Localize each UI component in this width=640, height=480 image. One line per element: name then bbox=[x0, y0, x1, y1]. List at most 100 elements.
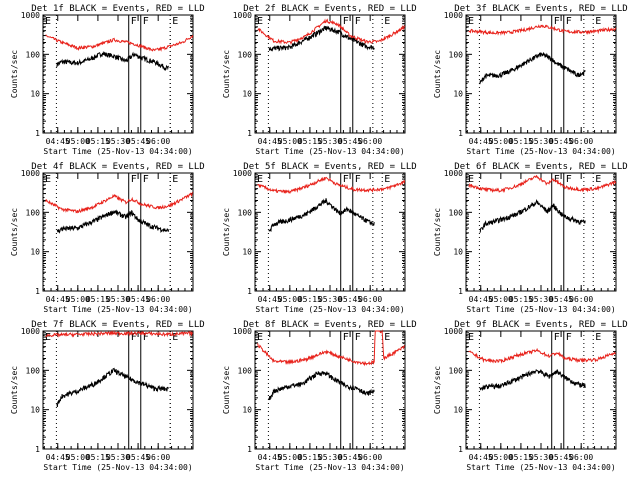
panel-3-ytick-label-1000: 1000 bbox=[444, 11, 463, 20]
panel-2-xtick-label-06:00: 06:00 bbox=[358, 137, 382, 146]
panel-3-xtick-label-05:15: 05:15 bbox=[509, 137, 533, 146]
panel-9-ytick-label-100: 100 bbox=[449, 366, 464, 375]
panel-9-xtick-label-05:15: 05:15 bbox=[509, 453, 533, 462]
panel-4-ylabel: Counts/sec bbox=[10, 208, 19, 256]
panel-9-ytick-label-1: 1 bbox=[458, 445, 463, 454]
panel-6-xtick-label-04:45: 04:45 bbox=[469, 295, 493, 304]
panel-3-marker-E-label-1: E bbox=[595, 16, 601, 27]
panel-4-xtick-label-05:45: 05:45 bbox=[126, 295, 150, 304]
panel-4-xtick-label-05:00: 05:00 bbox=[66, 295, 90, 304]
panel-8-marker-F-label-0: F bbox=[343, 332, 349, 343]
panel-3-ytick-label-10: 10 bbox=[453, 90, 463, 99]
panel-5-ytick-label-1: 1 bbox=[247, 287, 252, 296]
panel-3-ytick-label-100: 100 bbox=[449, 50, 464, 59]
panel-6-marker-F-label-0: F bbox=[554, 174, 560, 185]
panel-1-lld-line bbox=[45, 34, 194, 52]
panel-9-lld-line bbox=[468, 347, 616, 364]
panel-3-ytick-label-1: 1 bbox=[458, 129, 463, 138]
panel-8-xtick-label-05:15: 05:15 bbox=[298, 453, 322, 462]
panel-8-xtick-label-05:30: 05:30 bbox=[318, 453, 342, 462]
panel-4-xlabel: Start Time (25-Nov-13 04:34:00) bbox=[43, 305, 192, 314]
panel-1-xlabel: Start Time (25-Nov-13 04:34:00) bbox=[43, 147, 192, 156]
panel-3-xtick-label-06:00: 06:00 bbox=[569, 137, 593, 146]
panel-5-marker-F-label-0: F bbox=[343, 174, 349, 185]
panel-4-ytick-label-10: 10 bbox=[30, 248, 40, 257]
panel-7-xtick-label-05:45: 05:45 bbox=[126, 453, 150, 462]
panel-7-xtick-label-05:30: 05:30 bbox=[106, 453, 130, 462]
panel-9-xtick-label-05:00: 05:00 bbox=[489, 453, 513, 462]
panel-7-marker-F-label-1: F bbox=[143, 332, 149, 343]
panel-4-ytick-label-1000: 1000 bbox=[21, 169, 40, 178]
panel-2-xtick-label-04:45: 04:45 bbox=[258, 137, 282, 146]
panel-6-ytick-label-100: 100 bbox=[449, 208, 464, 217]
panel-4-xtick-label-04:45: 04:45 bbox=[46, 295, 70, 304]
panel-2-marker-F-label-1: F bbox=[355, 16, 361, 27]
panel-5-xtick-label-05:30: 05:30 bbox=[318, 295, 342, 304]
panel-7-ytick-label-10: 10 bbox=[30, 406, 40, 415]
panel-9-ylabel: Counts/sec bbox=[433, 366, 442, 414]
panel-4-lld-line bbox=[45, 191, 194, 214]
panel-6-marker-E-label-1: E bbox=[595, 174, 601, 185]
panel-3-ylabel: Counts/sec bbox=[433, 50, 442, 98]
panel-1-ytick-label-100: 100 bbox=[26, 50, 41, 59]
panel-6-xtick-label-05:15: 05:15 bbox=[509, 295, 533, 304]
panel-7-xtick-label-04:45: 04:45 bbox=[46, 453, 70, 462]
panel-7-ylabel: Counts/sec bbox=[10, 366, 19, 414]
panel-7-events-line bbox=[56, 367, 170, 407]
panel-2-xlabel: Start Time (25-Nov-13 04:34:00) bbox=[255, 147, 404, 156]
panel-7-marker-F-label-0: F bbox=[131, 332, 137, 343]
panel-9-xtick-label-05:30: 05:30 bbox=[529, 453, 553, 462]
panel-8-marker-E-label-1: E bbox=[384, 332, 390, 343]
panel-3-xlabel: Start Time (25-Nov-13 04:34:00) bbox=[466, 147, 615, 156]
panel-9-xtick-label-04:45: 04:45 bbox=[469, 453, 493, 462]
panel-6-xtick-label-05:30: 05:30 bbox=[529, 295, 553, 304]
panel-4-xtick-label-06:00: 06:00 bbox=[146, 295, 170, 304]
panel-7-ytick-label-100: 100 bbox=[26, 366, 41, 375]
panel-1-ytick-label-10: 10 bbox=[30, 90, 40, 99]
panel-1-xtick-label-05:15: 05:15 bbox=[86, 137, 110, 146]
panel-6-events-line bbox=[479, 198, 586, 233]
panel-4-ytick-label-1: 1 bbox=[35, 287, 40, 296]
panel-2-lld-line bbox=[257, 18, 406, 45]
panel-1-xtick-label-05:00: 05:00 bbox=[66, 137, 90, 146]
panel-8-xtick-label-05:00: 05:00 bbox=[278, 453, 302, 462]
panel-8-ytick-label-1: 1 bbox=[247, 445, 252, 454]
panel-3-marker-F-label-0: F bbox=[554, 16, 560, 27]
panel-6-lld-line bbox=[468, 174, 617, 194]
panel-6-marker-E-label-0: E bbox=[468, 174, 474, 185]
panel-8-xlabel: Start Time (25-Nov-13 04:34:00) bbox=[255, 463, 404, 472]
panel-7-marker-E-label-0: E bbox=[45, 332, 51, 343]
panel-8-marker-E-label-0: E bbox=[257, 332, 263, 343]
panel-2-xtick-label-05:15: 05:15 bbox=[298, 137, 322, 146]
panel-5-marker-F-label-1: F bbox=[355, 174, 361, 185]
panel-6-xlabel: Start Time (25-Nov-13 04:34:00) bbox=[466, 305, 615, 314]
panel-5-title: Det 5f BLACK = Events, RED = LLD bbox=[243, 162, 416, 172]
panel-8-xtick-label-04:45: 04:45 bbox=[258, 453, 282, 462]
panel-4-marker-F-label-1: F bbox=[143, 174, 149, 185]
panel-1-xtick-label-04:45: 04:45 bbox=[46, 137, 70, 146]
panel-5-ylabel: Counts/sec bbox=[222, 208, 231, 256]
panel-6-ytick-label-1: 1 bbox=[458, 287, 463, 296]
panel-5-ytick-label-100: 100 bbox=[238, 208, 253, 217]
panel-2-marker-F-label-0: F bbox=[343, 16, 349, 27]
panel-1-ylabel: Counts/sec bbox=[10, 50, 19, 98]
panel-5-lld-line bbox=[257, 176, 406, 195]
panel-8-xtick-label-06:00: 06:00 bbox=[358, 453, 382, 462]
panel-5-xtick-label-05:15: 05:15 bbox=[298, 295, 322, 304]
panel-3-lld-line bbox=[468, 24, 617, 36]
panel-6-xtick-label-06:00: 06:00 bbox=[569, 295, 593, 304]
panel-5-xtick-label-05:00: 05:00 bbox=[278, 295, 302, 304]
panel-3-xtick-label-04:45: 04:45 bbox=[469, 137, 493, 146]
panel-4-marker-E-label-0: E bbox=[45, 174, 51, 185]
panel-4-marker-F-label-0: F bbox=[131, 174, 137, 185]
panel-5-marker-E-label-0: E bbox=[257, 174, 263, 185]
panel-9-ytick-label-10: 10 bbox=[453, 406, 463, 415]
panel-4-title: Det 4f BLACK = Events, RED = LLD bbox=[31, 162, 204, 172]
panel-1-ytick-label-1: 1 bbox=[35, 129, 40, 138]
panel-5-marker-E-label-1: E bbox=[384, 174, 390, 185]
panel-8-ytick-label-100: 100 bbox=[238, 366, 253, 375]
panel-6-ytick-label-1000: 1000 bbox=[444, 169, 463, 178]
panel-8-title: Det 8f BLACK = Events, RED = LLD bbox=[243, 320, 416, 330]
panel-8-ytick-label-1000: 1000 bbox=[233, 327, 252, 336]
panel-9-marker-F-label-0: F bbox=[554, 332, 560, 343]
